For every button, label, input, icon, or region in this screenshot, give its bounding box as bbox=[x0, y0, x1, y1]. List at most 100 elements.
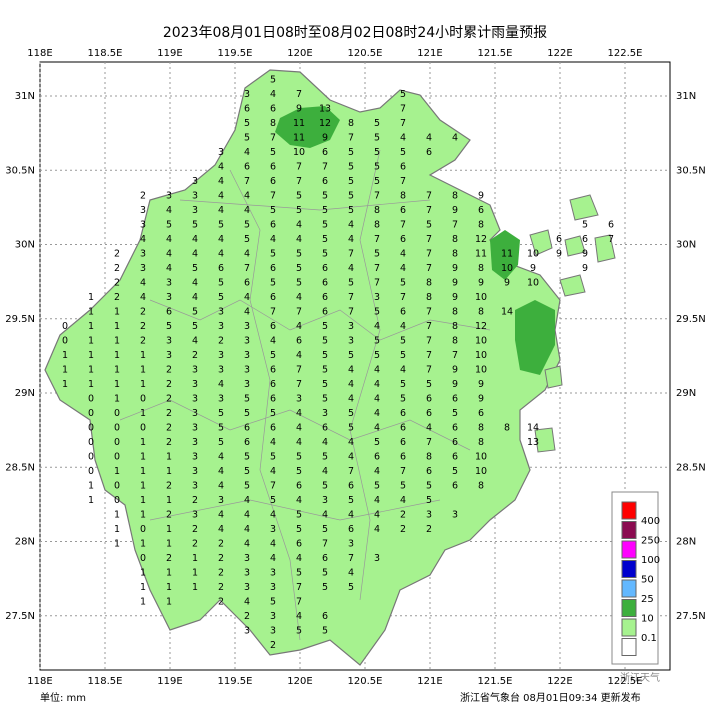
grid-value: 1 bbox=[140, 582, 146, 593]
lat-label-left: 29N bbox=[15, 388, 35, 399]
grid-value: 7 bbox=[296, 89, 302, 100]
legend-label: 50 bbox=[641, 575, 654, 586]
grid-value: 11 bbox=[293, 118, 305, 129]
grid-value: 1 bbox=[114, 466, 120, 477]
lon-label-bottom: 122.5E bbox=[608, 676, 643, 687]
grid-value: 4 bbox=[348, 568, 354, 579]
grid-value: 2 bbox=[166, 481, 172, 492]
island bbox=[594, 234, 616, 263]
grid-value: 4 bbox=[374, 394, 380, 405]
grid-value: 9 bbox=[452, 205, 458, 216]
grid-value: 6 bbox=[270, 263, 276, 274]
grid-value: 6 bbox=[426, 466, 432, 477]
grid-value: 7 bbox=[400, 292, 406, 303]
grid-value: 3 bbox=[218, 365, 224, 376]
grid-value: 4 bbox=[140, 234, 146, 245]
grid-value: 2 bbox=[218, 539, 224, 550]
grid-value: 5 bbox=[270, 350, 276, 361]
grid-value: 9 bbox=[582, 249, 588, 260]
grid-value: 8 bbox=[348, 118, 354, 129]
grid-value: 3 bbox=[218, 307, 224, 318]
grid-value: 0 bbox=[114, 437, 120, 448]
grid-value: 4 bbox=[244, 495, 250, 506]
grid-value: 6 bbox=[244, 162, 250, 173]
grid-value: 5 bbox=[400, 379, 406, 390]
grid-value: 1 bbox=[62, 379, 68, 390]
grid-value: 2 bbox=[192, 539, 198, 550]
grid-value: 3 bbox=[244, 379, 250, 390]
grid-value: 5 bbox=[348, 176, 354, 187]
grid-value: 6 bbox=[270, 394, 276, 405]
grid-value: 3 bbox=[270, 524, 276, 535]
lon-label-bottom: 122E bbox=[547, 676, 572, 687]
legend-swatch bbox=[621, 638, 637, 656]
grid-value: 11 bbox=[501, 249, 513, 260]
grid-value: 7 bbox=[426, 249, 432, 260]
grid-value: 0 bbox=[114, 452, 120, 463]
grid-value: 3 bbox=[166, 191, 172, 202]
grid-value: 7 bbox=[400, 118, 406, 129]
legend-swatch bbox=[621, 599, 637, 617]
grid-value: 5 bbox=[400, 336, 406, 347]
grid-value: 1 bbox=[88, 481, 94, 492]
lon-label-bottom: 118.5E bbox=[88, 676, 123, 687]
grid-value: 6 bbox=[426, 408, 432, 419]
grid-value: 6 bbox=[322, 278, 328, 289]
grid-value: 5 bbox=[322, 249, 328, 260]
grid-value: 7 bbox=[400, 220, 406, 231]
grid-value: 3 bbox=[192, 466, 198, 477]
legend-swatch bbox=[621, 618, 637, 637]
grid-value: 4 bbox=[322, 437, 328, 448]
grid-value: 5 bbox=[296, 524, 302, 535]
grid-value: 4 bbox=[244, 307, 250, 318]
grid-value: 2 bbox=[426, 524, 432, 535]
grid-value: 4 bbox=[296, 292, 302, 303]
grid-value: 1 bbox=[140, 466, 146, 477]
grid-value: 7 bbox=[374, 234, 380, 245]
grid-value: 5 bbox=[322, 336, 328, 347]
grid-value: 5 bbox=[296, 263, 302, 274]
grid-value: 3 bbox=[348, 336, 354, 347]
grid-value: 6 bbox=[322, 307, 328, 318]
grid-value: 6 bbox=[400, 408, 406, 419]
grid-value: 6 bbox=[348, 524, 354, 535]
grid-value: 5 bbox=[322, 191, 328, 202]
grid-value: 0 bbox=[62, 336, 68, 347]
grid-value: 5 bbox=[322, 365, 328, 376]
grid-value: 1 bbox=[114, 539, 120, 550]
grid-value: 4 bbox=[374, 408, 380, 419]
grid-value: 9 bbox=[452, 379, 458, 390]
grid-value: 1 bbox=[166, 524, 172, 535]
grid-value: 1 bbox=[166, 568, 172, 579]
grid-value: 10 bbox=[475, 365, 487, 376]
grid-value: 9 bbox=[322, 133, 328, 144]
grid-value: 6 bbox=[244, 437, 250, 448]
grid-value: 5 bbox=[270, 597, 276, 608]
grid-value: 7 bbox=[296, 365, 302, 376]
grid-value: 4 bbox=[296, 321, 302, 332]
grid-value: 5 bbox=[218, 220, 224, 231]
grid-value: 6 bbox=[556, 234, 562, 245]
grid-value: 3 bbox=[166, 350, 172, 361]
grid-value: 13 bbox=[527, 437, 539, 448]
grid-value: 5 bbox=[374, 437, 380, 448]
grid-value: 5 bbox=[322, 626, 328, 637]
lat-label-left: 28.5N bbox=[5, 462, 35, 473]
grid-value: 6 bbox=[244, 423, 250, 434]
grid-value: 6 bbox=[374, 452, 380, 463]
grid-value: 1 bbox=[166, 466, 172, 477]
grid-value: 8 bbox=[452, 321, 458, 332]
grid-value: 9 bbox=[478, 379, 484, 390]
legend-swatch bbox=[621, 501, 637, 520]
grid-value: 4 bbox=[400, 249, 406, 260]
grid-value: 0 bbox=[88, 452, 94, 463]
grid-value: 9 bbox=[296, 104, 302, 115]
rain-area bbox=[515, 300, 555, 375]
grid-value: 7 bbox=[426, 263, 432, 274]
grid-value: 7 bbox=[270, 307, 276, 318]
grid-value: 8 bbox=[452, 249, 458, 260]
grid-value: 5 bbox=[348, 147, 354, 158]
grid-value: 6 bbox=[426, 394, 432, 405]
grid-value: 8 bbox=[452, 234, 458, 245]
grid-value: 5 bbox=[374, 350, 380, 361]
